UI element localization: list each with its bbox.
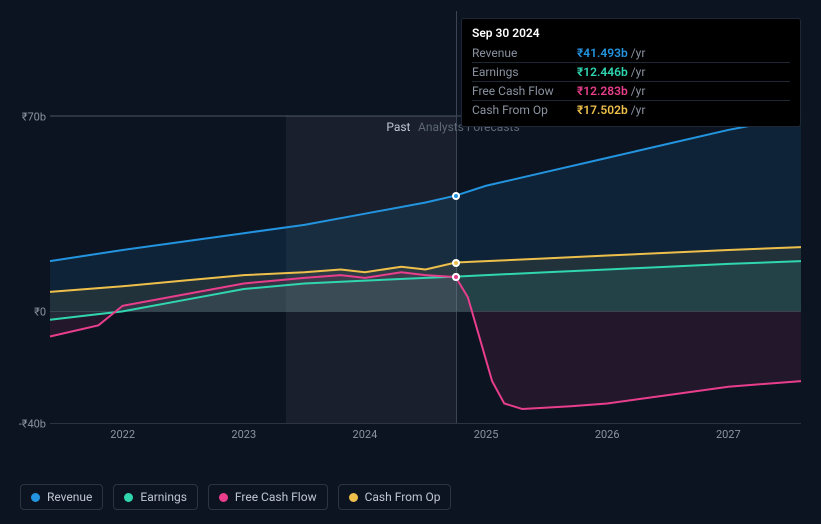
tooltip-unit: /yr	[631, 46, 646, 60]
tooltip-series-value: ₹41.493b	[577, 46, 628, 60]
legend-item-free-cash-flow[interactable]: Free Cash Flow	[208, 484, 328, 510]
y-axis-label: -₹40b	[19, 418, 46, 431]
x-axis-label: 2027	[716, 428, 741, 441]
data-tooltip: Sep 30 2024 Revenue₹41.493b/yrEarnings₹1…	[461, 18, 801, 127]
tooltip-series-value: ₹17.502b	[577, 103, 628, 117]
tooltip-rows: Revenue₹41.493b/yrEarnings₹12.446b/yrFre…	[472, 44, 790, 119]
legend-item-revenue[interactable]: Revenue	[20, 484, 103, 510]
legend-swatch	[349, 493, 358, 502]
tooltip-date: Sep 30 2024	[472, 26, 790, 40]
x-axis-label: 2022	[110, 428, 135, 441]
y-axis-label: ₹0	[34, 306, 46, 319]
series-marker-cfo[interactable]	[452, 259, 460, 267]
legend-label: Cash From Op	[365, 490, 441, 504]
tooltip-series-value: ₹12.446b	[577, 65, 628, 79]
plot-area[interactable]: ₹70b₹0-₹40b202220232024202520262027PastA…	[50, 115, 801, 424]
legend-item-cash-from-op[interactable]: Cash From Op	[338, 484, 452, 510]
tooltip-unit: /yr	[631, 84, 646, 98]
x-axis-label: 2026	[595, 428, 620, 441]
series-marker-revenue[interactable]	[452, 192, 460, 200]
legend-label: Free Cash Flow	[235, 490, 317, 504]
tooltip-unit: /yr	[631, 65, 646, 79]
legend-label: Revenue	[47, 490, 92, 504]
legend-label: Earnings	[140, 490, 187, 504]
tooltip-row: Revenue₹41.493b/yr	[472, 44, 790, 62]
x-axis-label: 2024	[353, 428, 378, 441]
legend-swatch	[124, 493, 133, 502]
tooltip-series-name: Free Cash Flow	[472, 84, 577, 98]
x-axis-label: 2025	[474, 428, 499, 441]
series-marker-fcf[interactable]	[452, 273, 460, 281]
chart-legend: Revenue Earnings Free Cash Flow Cash From O…	[20, 484, 451, 510]
series-svg	[50, 116, 801, 423]
y-axis-label: ₹70b	[22, 111, 46, 124]
tooltip-series-name: Cash From Op	[472, 103, 577, 117]
tooltip-row: Free Cash Flow₹12.283b/yr	[472, 81, 790, 100]
financial-chart: ₹70b₹0-₹40b202220232024202520262027PastA…	[20, 115, 801, 444]
x-axis-label: 2023	[231, 428, 256, 441]
tooltip-unit: /yr	[631, 103, 646, 117]
tooltip-series-name: Revenue	[472, 46, 577, 60]
tooltip-row: Cash From Op₹17.502b/yr	[472, 100, 790, 119]
legend-item-earnings[interactable]: Earnings	[113, 484, 198, 510]
tooltip-row: Earnings₹12.446b/yr	[472, 62, 790, 81]
legend-swatch	[219, 493, 228, 502]
tooltip-series-value: ₹12.283b	[577, 84, 628, 98]
tooltip-series-name: Earnings	[472, 65, 577, 79]
gridline: -₹40b	[50, 423, 801, 424]
legend-swatch	[31, 493, 40, 502]
